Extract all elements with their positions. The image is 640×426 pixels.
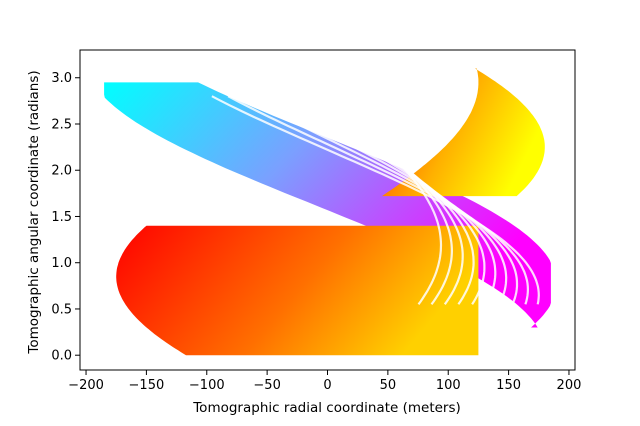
sinusoid-gap <box>322 95 443 305</box>
x-tick-label: 200 <box>557 378 582 393</box>
x-axis: −200 −150 −100 −50 0 50 100 150 200 <box>68 370 581 393</box>
y-tick-label: 2.0 <box>51 164 72 179</box>
y-tick-label: 1.0 <box>51 256 72 271</box>
x-tick-label: 0 <box>323 378 331 393</box>
red-yellow-band-bottom <box>116 225 479 356</box>
x-tick-label: 100 <box>436 378 461 393</box>
x-axis-label: Tomographic radial coordinate (meters) <box>192 400 461 416</box>
y-tick-label: 3.0 <box>51 71 72 86</box>
y-tick-label: 0.0 <box>51 349 72 364</box>
sinusoid-gap <box>283 95 486 305</box>
plot-area <box>104 68 551 356</box>
y-tick-label: 2.5 <box>51 117 72 132</box>
cyan-magenta-band <box>104 82 551 328</box>
y-tick-label: 0.5 <box>51 302 72 317</box>
sinusoid-gap <box>314 95 454 305</box>
sinusoid-gap <box>305 95 464 305</box>
x-tick-label: −200 <box>68 378 104 393</box>
sinusoid-gap <box>295 95 475 305</box>
x-tick-label: 150 <box>496 378 521 393</box>
y-axis: 0.0 0.5 1.0 1.5 2.0 2.5 3.0 <box>51 71 80 364</box>
x-tick-label: 50 <box>380 378 397 393</box>
x-tick-label: −100 <box>189 378 225 393</box>
red-yellow-band-top <box>382 68 545 197</box>
y-tick-label: 1.5 <box>51 210 72 225</box>
y-axis-label: Tomographic angular coordinate (radians) <box>26 70 42 354</box>
sinusoid-gap <box>211 95 540 305</box>
x-tick-label: −50 <box>253 378 280 393</box>
x-tick-label: −150 <box>129 378 165 393</box>
